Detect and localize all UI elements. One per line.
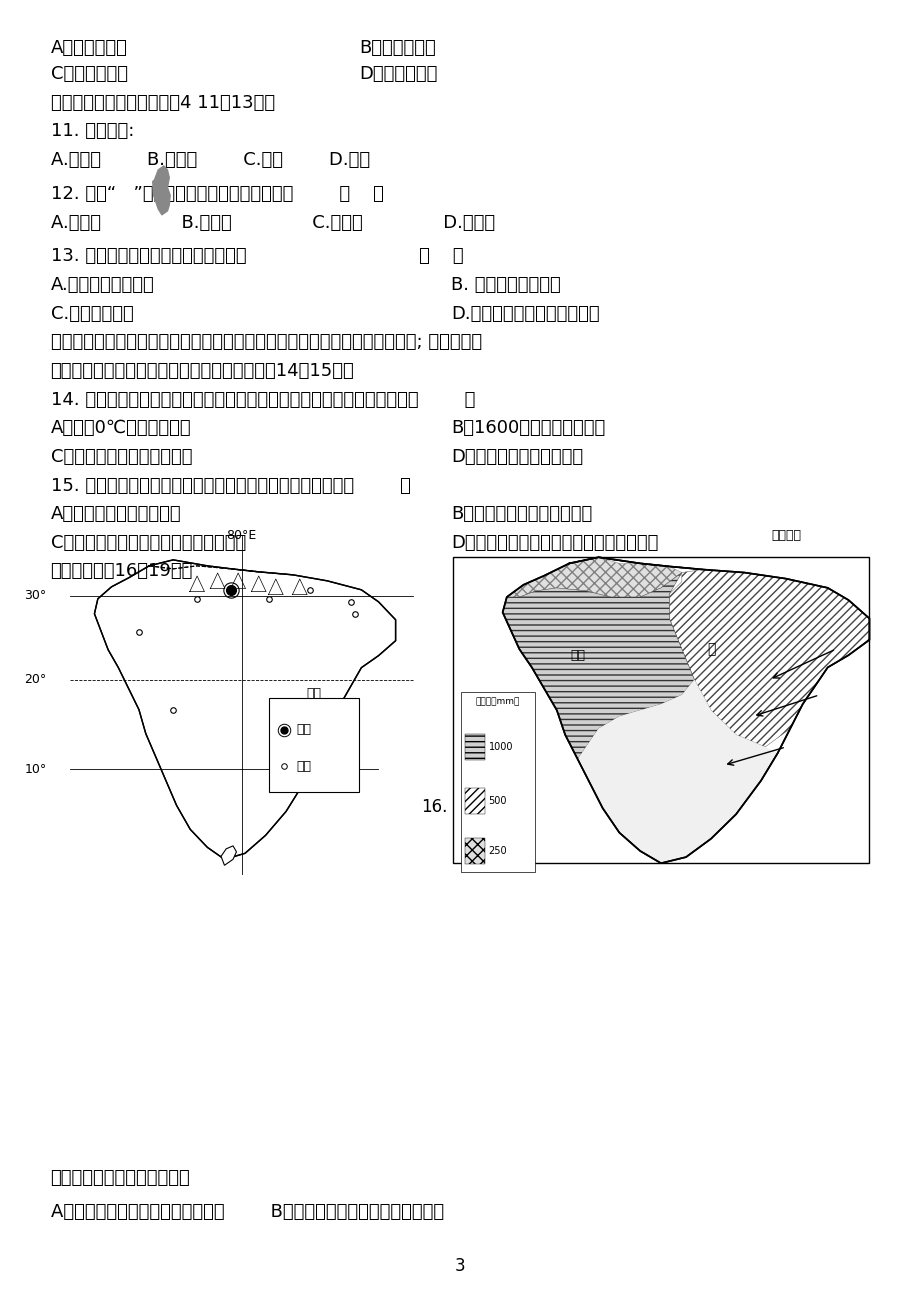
Text: 3: 3: [454, 1256, 465, 1275]
Polygon shape: [669, 569, 868, 747]
Text: 12. 图中“   ”阴影区域是哪一人种的原居住地        （    ）: 12. 图中“ ”阴影区域是哪一人种的原居住地 （ ）: [51, 185, 383, 203]
Text: 11. 该大洲为:: 11. 该大洲为:: [51, 122, 134, 141]
Text: 孟买: 孟买: [570, 648, 584, 661]
Text: D.以出口单一的初级产品经济: D.以出口单一的初级产品经济: [450, 305, 599, 323]
Bar: [460, 691, 534, 871]
Bar: [464, 837, 484, 863]
Text: 首都: 首都: [296, 723, 312, 736]
Polygon shape: [95, 560, 395, 859]
Text: D．该线以北主要粮食作物有小麦、玉米等: D．该线以北主要粮食作物有小麦、玉米等: [450, 534, 657, 552]
Text: 80°E: 80°E: [226, 529, 256, 542]
Text: 500: 500: [488, 797, 506, 806]
Text: A.劳动力密集型经济: A.劳动力密集型经济: [51, 276, 154, 294]
Polygon shape: [502, 573, 694, 759]
Text: 15. 关于该地理界线南、北两侧地理特征的叙述，正确的是（        ）: 15. 关于该地理界线南、北两侧地理特征的叙述，正确的是（ ）: [51, 477, 410, 495]
Polygon shape: [506, 557, 681, 598]
Bar: [464, 788, 484, 814]
Text: 14. 该山脉与淤河构成我国东部重要的地理界线，与该界线大致咀合的是（        ）: 14. 该山脉与淤河构成我国东部重要的地理界线，与该界线大致咀合的是（ ）: [51, 391, 474, 409]
Text: 我国有一座很奇特的山脉，该山脉以北夏秋季节苹果挂满枝头，冬季树木落叶; 该山脉以南: 我国有一座很奇特的山脉，该山脉以北夏秋季节苹果挂满枝头，冬季树木落叶; 该山脉以…: [51, 333, 482, 352]
Text: 稻田连片，柑橘满山，树木四季常青。据此完戕14～15题。: 稻田连片，柑橘满山，树木四季常青。据此完戕14～15题。: [51, 362, 354, 380]
Bar: [464, 733, 484, 759]
Text: A．一月0℃等温线的东段: A．一月0℃等温线的东段: [51, 419, 191, 437]
Text: 该半岛的主要地形类型及分布: 该半岛的主要地形类型及分布: [51, 1169, 190, 1187]
Text: 13. 右图阴影区域的国家的经济特点为                              （    ）: 13. 右图阴影区域的国家的经济特点为 （ ）: [51, 247, 463, 266]
Text: 250: 250: [488, 846, 506, 855]
Bar: [452, 557, 868, 863]
Text: C．季风区与非季风区的界线: C．季风区与非季风区的界线: [51, 448, 192, 466]
Text: A.南美洲        B.北美洲        C.非洲        D.欧洲: A.南美洲 B.北美洲 C.非洲 D.欧洲: [51, 151, 369, 169]
Text: 降水量（mm）: 降水量（mm）: [475, 697, 519, 706]
Polygon shape: [221, 846, 236, 866]
Text: 读某洲大陆示意图完成下共4 11～13题。: 读某洲大陆示意图完成下共4 11～13题。: [51, 94, 275, 112]
Text: 10°: 10°: [24, 763, 47, 776]
Text: 16.: 16.: [421, 798, 448, 816]
Text: 20°: 20°: [24, 673, 47, 686]
Text: 城市: 城市: [296, 759, 312, 772]
Text: 读下图，完戕16～19题。: 读下图，完戕16～19题。: [51, 562, 193, 581]
Text: D．亚热带与中温带的界线: D．亚热带与中温带的界线: [450, 448, 583, 466]
Text: B．1600毫米年等降水量线: B．1600毫米年等降水量线: [450, 419, 605, 437]
Text: 1000: 1000: [488, 742, 513, 751]
Text: A．该线以南冬季河流封冻: A．该线以南冬季河流封冻: [51, 505, 181, 523]
Text: C.加工贸易经济: C.加工贸易经济: [51, 305, 133, 323]
Text: C．该线以南农作物一年一熟或两年三熟: C．该线以南农作物一年一熟或两年三熟: [51, 534, 245, 552]
Bar: [268, 698, 358, 792]
Text: C、平原和丘陵: C、平原和丘陵: [51, 65, 128, 83]
Text: 30°: 30°: [24, 590, 47, 603]
Text: D、平原和盆地: D、平原和盆地: [358, 65, 437, 83]
Text: B．该线以北耕地以水田为主: B．该线以北耕地以水田为主: [450, 505, 592, 523]
Polygon shape: [577, 680, 777, 863]
Text: A．北部山地，中部平原，南部高原        B．北部山地，中部高原，南部平原: A．北部山地，中部平原，南部高原 B．北部山地，中部高原，南部平原: [51, 1203, 443, 1221]
Text: 图例: 图例: [306, 686, 322, 699]
Text: 乞拉朋齐: 乞拉朋齐: [770, 529, 800, 542]
Text: B. 高新技术产业经济: B. 高新技术产业经济: [450, 276, 560, 294]
Polygon shape: [153, 167, 170, 215]
Text: A、盆地和高原: A、盆地和高原: [51, 39, 128, 57]
Text: B、山地和高原: B、山地和高原: [358, 39, 435, 57]
Text: A.白种人              B.黑种人              C.黄种人              D.混血人: A.白种人 B.黑种人 C.黄种人 D.混血人: [51, 214, 494, 232]
Text: 甲: 甲: [706, 642, 714, 656]
